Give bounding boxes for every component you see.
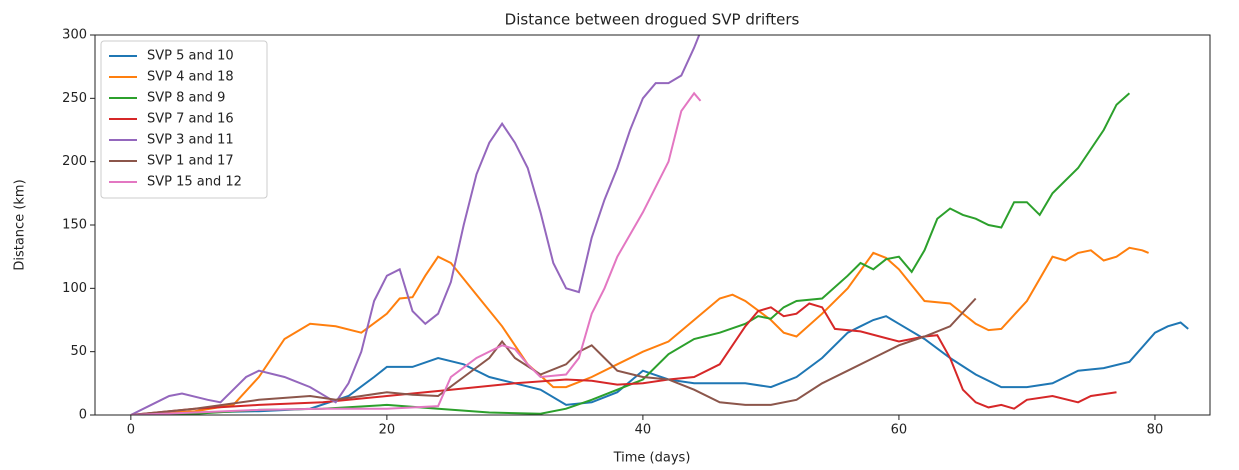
x-tick-label: 0 — [127, 423, 135, 438]
x-tick-label: 80 — [1147, 423, 1164, 438]
series-line — [130, 92, 1131, 415]
legend-label: SVP 15 and 12 — [147, 175, 242, 190]
x-tick-label: 20 — [379, 423, 396, 438]
y-tick-label: 100 — [62, 281, 87, 296]
legend-label: SVP 3 and 11 — [147, 133, 234, 148]
legend-label: SVP 4 and 18 — [147, 70, 234, 85]
series-line — [130, 91, 702, 415]
series-line — [130, 35, 701, 415]
legend-box — [100, 40, 268, 199]
legend-label: SVP 5 and 10 — [147, 49, 234, 64]
chart-title: Distance between drogued SVP drifters — [505, 11, 800, 29]
series-line — [130, 297, 977, 415]
legend-label: SVP 8 and 9 — [147, 91, 225, 106]
y-tick-label: 50 — [70, 344, 87, 359]
plot-lines — [130, 35, 1189, 415]
x-axis-label: Time (days) — [613, 451, 691, 466]
series-line — [130, 315, 1189, 415]
x-tick-label: 60 — [891, 423, 908, 438]
series-line — [130, 302, 1117, 415]
plot-frame — [94, 34, 1211, 416]
y-axis-label: Distance (km) — [13, 179, 28, 270]
x-tick-label: 40 — [635, 423, 652, 438]
y-tick-label: 250 — [62, 91, 87, 106]
y-tick-label: 300 — [62, 28, 87, 43]
legend-label: SVP 7 and 16 — [147, 112, 234, 127]
y-tick-label: 200 — [62, 154, 87, 169]
series-line — [130, 246, 1149, 415]
legend-label: SVP 1 and 17 — [147, 154, 234, 169]
y-tick-label: 0 — [79, 408, 87, 423]
y-tick-label: 150 — [62, 218, 87, 233]
